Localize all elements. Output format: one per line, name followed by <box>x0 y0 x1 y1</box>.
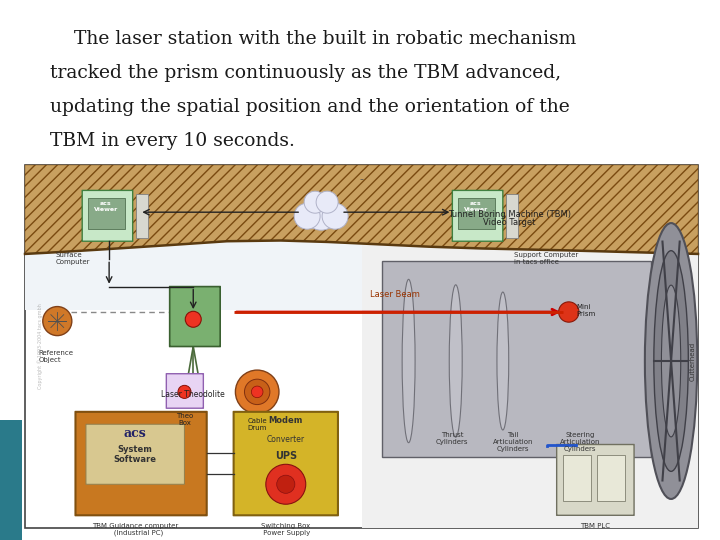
Circle shape <box>294 203 320 229</box>
Circle shape <box>276 475 295 494</box>
Ellipse shape <box>449 285 462 437</box>
Text: Thrust
Cylinders: Thrust Cylinders <box>436 432 469 445</box>
Circle shape <box>304 191 326 213</box>
Text: -: - <box>359 174 364 184</box>
Text: TBM PLC: TBM PLC <box>580 523 611 529</box>
Text: Reference
Object: Reference Object <box>38 350 73 363</box>
Circle shape <box>559 302 579 322</box>
Circle shape <box>303 194 339 230</box>
Text: Laser Beam: Laser Beam <box>370 291 420 299</box>
Bar <box>382 261 651 457</box>
Bar <box>25 165 698 310</box>
Ellipse shape <box>402 279 415 443</box>
Bar <box>597 455 625 501</box>
Text: tracked the prism continuously as the TBM advanced,: tracked the prism continuously as the TB… <box>50 64 561 82</box>
Bar <box>506 194 518 238</box>
FancyBboxPatch shape <box>82 191 132 241</box>
FancyBboxPatch shape <box>452 191 503 241</box>
Bar <box>0 420 22 540</box>
Text: TBM Guidance computer
   (Industrial PC): TBM Guidance computer (Industrial PC) <box>92 523 179 536</box>
Circle shape <box>245 379 270 404</box>
Ellipse shape <box>497 292 509 430</box>
Circle shape <box>235 370 279 414</box>
Circle shape <box>42 307 72 336</box>
Bar <box>563 455 590 501</box>
Text: UPS: UPS <box>275 451 297 461</box>
FancyBboxPatch shape <box>233 412 338 515</box>
Text: TBM in every 10 seconds.: TBM in every 10 seconds. <box>50 132 295 150</box>
Text: The laser station with the built in robatic mechanism: The laser station with the built in roba… <box>50 30 576 48</box>
Circle shape <box>266 464 306 504</box>
Text: Switching Box
 Power Supply: Switching Box Power Supply <box>261 523 310 536</box>
FancyBboxPatch shape <box>170 287 220 347</box>
Text: Cutterhead: Cutterhead <box>690 341 696 381</box>
FancyBboxPatch shape <box>166 374 203 408</box>
Text: System
Software: System Software <box>114 445 157 464</box>
Circle shape <box>178 386 191 399</box>
Bar <box>136 194 148 238</box>
FancyBboxPatch shape <box>86 424 184 484</box>
Text: acs
Viewer: acs Viewer <box>94 201 118 212</box>
Text: Modem: Modem <box>269 416 303 425</box>
Text: Converter: Converter <box>266 435 305 443</box>
PathPatch shape <box>25 165 698 254</box>
Text: Support Computer
in tacs office: Support Computer in tacs office <box>513 252 578 265</box>
Text: Cable
Drum: Cable Drum <box>248 418 267 431</box>
FancyBboxPatch shape <box>88 198 125 228</box>
Text: Surface
Computer: Surface Computer <box>55 252 90 265</box>
Ellipse shape <box>654 251 688 471</box>
Text: Theo
Box: Theo Box <box>176 413 193 426</box>
Text: Mini
Prism: Mini Prism <box>577 303 596 316</box>
Ellipse shape <box>645 223 697 499</box>
FancyBboxPatch shape <box>458 198 495 228</box>
Text: updating the spatial position and the orientation of the: updating the spatial position and the or… <box>50 98 570 116</box>
Text: Video Target: Video Target <box>483 218 536 227</box>
Text: Steering
Articulation
Cylinders: Steering Articulation Cylinders <box>560 432 600 452</box>
Bar <box>361 245 698 528</box>
Text: acs
Viewer: acs Viewer <box>464 201 488 212</box>
Text: Tunnel Boring Machine (TBM): Tunnel Boring Machine (TBM) <box>448 211 571 219</box>
Circle shape <box>185 311 201 327</box>
FancyBboxPatch shape <box>76 412 207 515</box>
Circle shape <box>322 203 348 229</box>
Text: Copyright © 1993-2004 tacs gmbh: Copyright © 1993-2004 tacs gmbh <box>37 303 42 389</box>
Text: Laser Theodolite: Laser Theodolite <box>161 390 225 399</box>
Circle shape <box>251 386 263 397</box>
FancyBboxPatch shape <box>557 444 634 515</box>
Text: acs: acs <box>124 427 147 440</box>
Bar <box>25 165 698 528</box>
Text: Tail
Articulation
Cylinders: Tail Articulation Cylinders <box>492 432 534 452</box>
Circle shape <box>316 191 338 213</box>
Ellipse shape <box>662 285 680 437</box>
